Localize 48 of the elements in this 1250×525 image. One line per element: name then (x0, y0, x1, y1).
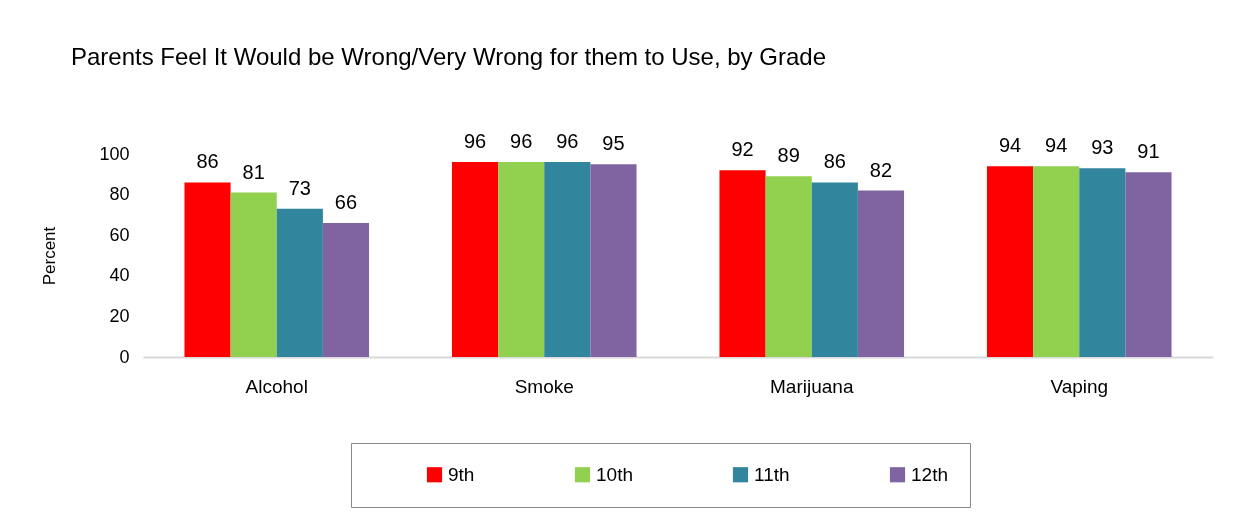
bar (1125, 172, 1172, 357)
legend-label: 10th (596, 463, 633, 485)
data-label: 73 (288, 176, 311, 199)
bar (811, 182, 858, 357)
legend-label: 12th (911, 463, 948, 485)
x-tick-label: Smoke (514, 375, 574, 397)
bar (719, 170, 766, 357)
bar (590, 164, 637, 357)
data-label: 86 (823, 150, 846, 173)
x-tick-label: Vaping (1050, 375, 1109, 397)
data-label: 89 (777, 144, 800, 167)
data-label: 93 (1091, 136, 1114, 159)
bar (451, 162, 499, 357)
bar (857, 190, 905, 357)
y-axis-title: Percent (40, 226, 60, 286)
y-tick-label: 20 (109, 305, 130, 326)
legend-label: 9th (448, 463, 475, 485)
data-label: 95 (602, 132, 625, 155)
data-label: 96 (510, 130, 533, 153)
bar (322, 223, 370, 357)
bar (230, 192, 277, 357)
data-label: 94 (998, 134, 1022, 157)
data-label: 86 (196, 150, 219, 173)
y-tick-label: 0 (119, 346, 130, 367)
bar (1033, 166, 1080, 357)
bar (184, 182, 231, 357)
bar (498, 162, 545, 357)
data-label: 66 (334, 191, 358, 214)
data-label: 91 (1137, 140, 1160, 163)
data-label: 96 (463, 130, 487, 153)
data-label: 92 (731, 138, 754, 161)
y-tick-label: 80 (109, 184, 130, 205)
data-label: 81 (242, 160, 265, 183)
data-label: 94 (1045, 134, 1068, 157)
bar (765, 176, 812, 357)
y-tick-label: 40 (109, 265, 130, 286)
bar (544, 162, 591, 357)
y-tick-label: 60 (109, 224, 130, 245)
x-tick-label: Marijuana (770, 375, 854, 397)
bar (276, 208, 323, 357)
data-label: 96 (556, 130, 579, 153)
y-tick-label: 100 (99, 143, 130, 164)
chart-title: Parents Feel It Would be Wrong/Very Wrong for them to Use, by Grade (70, 43, 826, 71)
data-label: 82 (869, 158, 893, 181)
legend-label: 11th (754, 463, 790, 485)
bar (986, 166, 1034, 357)
x-tick-label: Alcohol (245, 375, 308, 397)
bar (1079, 168, 1126, 357)
